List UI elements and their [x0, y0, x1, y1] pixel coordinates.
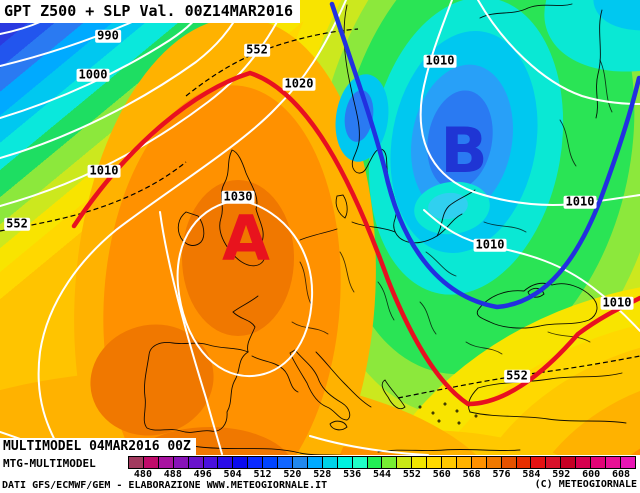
- colorbar-tick: 544: [372, 469, 392, 480]
- colorbar-cell: [142, 457, 158, 468]
- colorbar-tick: 520: [283, 469, 302, 480]
- model-name-label: MTG-MULTIMODEL: [3, 457, 96, 470]
- footer: MTG-MULTIMODEL 480 488 496 504 512 520 528 536 5…: [0, 455, 640, 493]
- colorbar-tick: 488: [163, 469, 182, 480]
- trough-axis-line: [329, 1, 640, 310]
- colorbar-cell: [411, 457, 427, 468]
- colorbar-ticks: 480 488 496 504 512 520 528 536 544 552 560 568 576 5…: [0, 469, 640, 480]
- colorbar-cell: [426, 457, 442, 468]
- height-label: 552: [244, 42, 270, 57]
- pressure-label: 1010: [600, 295, 634, 310]
- colorbar-cell: [202, 457, 218, 468]
- height-label: 552: [4, 216, 30, 231]
- colorbar-tick: 584: [522, 469, 541, 480]
- colorbar-cell: [605, 457, 620, 468]
- pressure-label: 1010: [563, 194, 597, 209]
- colorbar-cell: [500, 457, 516, 468]
- colorbar-cell: [277, 457, 292, 468]
- colorbar-cell: [560, 457, 576, 468]
- model-run-label: MULTIMODEL 04MAR2016 00Z: [0, 438, 196, 456]
- pressure-label: 1010: [87, 163, 121, 178]
- high-centre-letter: A: [222, 202, 270, 275]
- colorbar-cell: [129, 457, 143, 468]
- colorbar-cell: [470, 457, 486, 468]
- colorbar-cell: [187, 457, 203, 468]
- credits-text: DATI GFS/ECMWF/GEM - ELABORAZIONE WWW.ME…: [2, 480, 328, 491]
- colorbar-cell: [247, 457, 263, 468]
- colorbar: [128, 456, 636, 469]
- pressure-label: 1000: [76, 67, 110, 82]
- colorbar-cell: [441, 457, 456, 468]
- colorbar-tick: 496: [193, 469, 212, 480]
- colorbar-tick: 600: [582, 469, 601, 480]
- colorbar-cell: [172, 457, 188, 468]
- colorbar-cell: [262, 457, 278, 468]
- colorbar-tick: 552: [402, 469, 421, 480]
- colorbar-cell: [366, 457, 382, 468]
- colorbar-tick: 592: [552, 469, 571, 480]
- colorbar-cell: [590, 457, 605, 468]
- pressure-label: 1020: [282, 76, 316, 91]
- colorbar-cell: [485, 457, 501, 468]
- colorbar-tick: 480: [133, 469, 152, 480]
- colorbar-cell: [381, 457, 397, 468]
- colorbar-tick: 512: [253, 469, 272, 480]
- colorbar-cell: [455, 457, 471, 468]
- colorbar-cell: [351, 457, 367, 468]
- colorbar-cell: [530, 457, 546, 468]
- colorbar-cell: [336, 457, 352, 468]
- pressure-label: 1010: [473, 237, 507, 252]
- colorbar-tick: 536: [343, 469, 362, 480]
- colorbar-cell: [396, 457, 412, 468]
- height-label: 552: [504, 368, 530, 383]
- colorbar-cell: [306, 457, 322, 468]
- colorbar-cell: [232, 457, 248, 468]
- colorbar-tick: 568: [462, 469, 481, 480]
- colorbar-cell: [619, 457, 635, 468]
- colorbar-tick: 608: [612, 469, 631, 480]
- colorbar-cell: [515, 457, 531, 468]
- colorbar-cell: [217, 457, 233, 468]
- pressure-label: 990: [95, 28, 121, 43]
- colorbar-cell: [545, 457, 561, 468]
- colorbar-cell: [157, 457, 173, 468]
- colorbar-tick: 560: [432, 469, 451, 480]
- colorbar-cell: [291, 457, 307, 468]
- pressure-label: 1030: [221, 189, 255, 204]
- colorbar-cell: [321, 457, 337, 468]
- pressure-label: 1010: [423, 53, 457, 68]
- colorbar-cell: [575, 457, 591, 468]
- map-title: GPT Z500 + SLP Val. 00Z14MAR2016: [0, 0, 300, 23]
- ridge-axis-line: [71, 70, 640, 407]
- colorbar-tick: 576: [492, 469, 511, 480]
- colorbar-tick: 528: [313, 469, 332, 480]
- copyright-text: (C) METEOGIORNALE: [534, 479, 637, 490]
- low-centre-letter: B: [440, 114, 488, 187]
- colorbar-tick: 504: [223, 469, 242, 480]
